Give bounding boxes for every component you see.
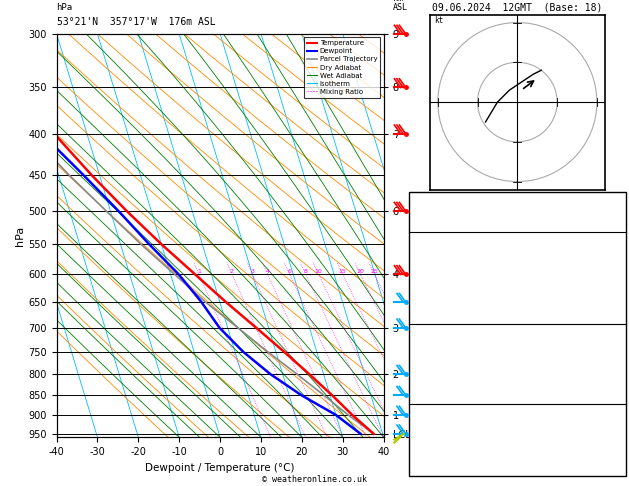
Text: 296: 296 — [610, 273, 625, 282]
Text: 4: 4 — [265, 269, 269, 275]
Y-axis label: hPa: hPa — [16, 226, 26, 246]
Text: 6: 6 — [287, 269, 291, 275]
Text: StmDir: StmDir — [412, 445, 442, 454]
Text: 25: 25 — [370, 269, 378, 275]
Text: Pressure (mb): Pressure (mb) — [412, 339, 477, 348]
Text: Temp (°C): Temp (°C) — [412, 247, 457, 256]
Text: 8: 8 — [304, 269, 308, 275]
Text: 87: 87 — [615, 419, 625, 428]
Text: 2: 2 — [230, 269, 234, 275]
Text: 0: 0 — [620, 313, 625, 322]
Text: Totals Totals: Totals Totals — [412, 207, 477, 216]
Text: 52: 52 — [615, 432, 625, 441]
Text: CAPE (J): CAPE (J) — [412, 379, 452, 388]
Text: 3B: 3B — [615, 458, 625, 468]
Text: 09.06.2024  12GMT  (Base: 18): 09.06.2024 12GMT (Base: 18) — [433, 2, 603, 12]
Text: 53°21'N  357°17'W  176m ASL: 53°21'N 357°17'W 176m ASL — [57, 17, 215, 27]
Text: 4.6: 4.6 — [610, 260, 625, 269]
Text: CIN (J): CIN (J) — [412, 392, 447, 401]
Text: Dewp (°C): Dewp (°C) — [412, 260, 457, 269]
Text: SREH: SREH — [412, 432, 432, 441]
Text: Lifted Index: Lifted Index — [412, 287, 472, 295]
Text: © weatheronline.co.uk: © weatheronline.co.uk — [262, 474, 367, 484]
Text: hPa: hPa — [57, 3, 73, 12]
Text: km
ASL: km ASL — [393, 0, 408, 12]
Text: K: K — [412, 194, 417, 203]
Legend: Temperature, Dewpoint, Parcel Trajectory, Dry Adiabat, Wet Adiabat, Isotherm, Mi: Temperature, Dewpoint, Parcel Trajectory… — [304, 37, 380, 98]
Text: 15: 15 — [339, 269, 347, 275]
Text: Lifted Index: Lifted Index — [412, 366, 472, 375]
Text: θe(K): θe(K) — [412, 273, 437, 282]
Text: 1: 1 — [197, 269, 201, 275]
Text: CIN (J): CIN (J) — [412, 313, 447, 322]
Text: EH: EH — [412, 419, 422, 428]
Text: Surface: Surface — [500, 234, 535, 243]
Text: Hodograph: Hodograph — [495, 405, 540, 415]
Text: θe (K): θe (K) — [412, 353, 442, 362]
Text: 7.8: 7.8 — [610, 247, 625, 256]
X-axis label: Dewpoint / Temperature (°C): Dewpoint / Temperature (°C) — [145, 463, 295, 473]
Text: PW (cm): PW (cm) — [412, 221, 447, 229]
Text: StmSpd (kt): StmSpd (kt) — [412, 458, 467, 468]
Text: 10: 10 — [314, 269, 322, 275]
Text: 0: 0 — [620, 379, 625, 388]
Text: 925: 925 — [610, 339, 625, 348]
Text: 20: 20 — [356, 269, 364, 275]
Text: Most Unstable: Most Unstable — [485, 326, 550, 335]
Text: CAPE (J): CAPE (J) — [412, 300, 452, 309]
Text: 297: 297 — [610, 353, 625, 362]
Text: kt: kt — [434, 16, 443, 24]
Text: 3: 3 — [250, 269, 254, 275]
Text: 8: 8 — [620, 287, 625, 295]
Text: 0.98: 0.98 — [604, 221, 625, 229]
Text: 0: 0 — [620, 300, 625, 309]
Text: 43: 43 — [615, 207, 625, 216]
Text: 7: 7 — [620, 366, 625, 375]
Text: 321°: 321° — [604, 445, 625, 454]
Text: 4: 4 — [620, 194, 625, 203]
Text: 0: 0 — [620, 392, 625, 401]
